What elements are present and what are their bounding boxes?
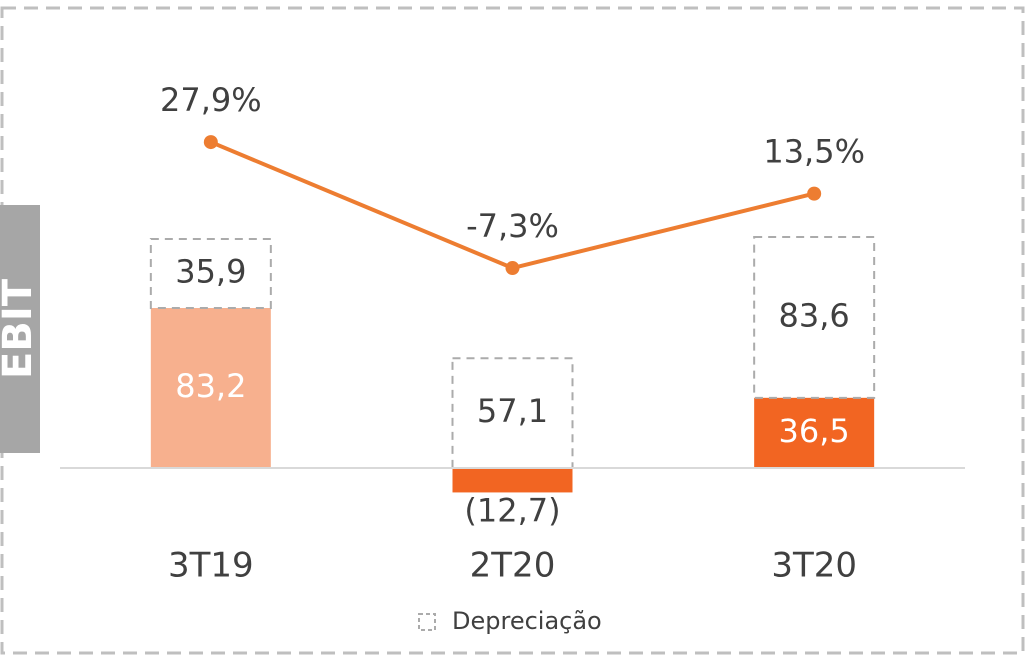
- bar: [150, 308, 271, 469]
- frame: [0, 6, 1025, 655]
- stack-box: [451, 357, 574, 470]
- line: [210, 140, 815, 271]
- value-label: (12,7): [464, 491, 560, 529]
- value-label: 83,6: [779, 296, 850, 334]
- value-label: 13,5%: [763, 133, 865, 171]
- legend-label: Depreciação: [452, 607, 602, 635]
- x-tick-label: 2T20: [470, 546, 556, 586]
- point: [203, 135, 218, 150]
- bar: [452, 468, 573, 493]
- stack-box: [753, 236, 876, 399]
- point: [807, 186, 822, 201]
- value-label: 36,5: [779, 412, 850, 450]
- x-tick-label: 3T19: [168, 546, 254, 586]
- value-label: 83,2: [175, 367, 246, 405]
- value-label: 27,9%: [160, 81, 262, 119]
- value-label: -7,3%: [466, 207, 559, 245]
- x-tick-label: 3T20: [771, 546, 857, 586]
- side-label: EBIT: [0, 278, 41, 379]
- value-label: 35,9: [175, 252, 246, 290]
- bar: [754, 397, 875, 469]
- legend-swatch: [418, 613, 436, 631]
- point: [505, 261, 520, 276]
- stack-box: [149, 237, 272, 310]
- value-label: 57,1: [477, 392, 548, 430]
- side-box: [0, 205, 40, 453]
